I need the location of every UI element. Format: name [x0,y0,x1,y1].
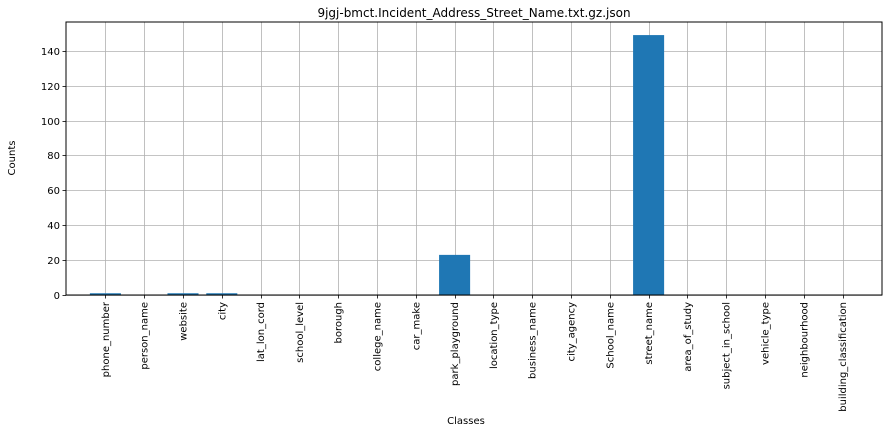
plot-frame [65,21,883,296]
y-tick-label: 100 [41,117,60,128]
x-axis-ticks: phone_number person_name website city lat_lo… [101,295,849,412]
y-axis-label: Counts [7,141,18,176]
x-tick-label: vehicle_type [761,302,772,365]
x-tick-label: location_type [489,302,500,369]
x-tick-label: area_of_study [683,302,694,372]
y-tick-label: 80 [47,151,60,162]
x-axis-label: Classes [447,416,485,427]
x-tick-label: lat_lon_cord [256,302,267,362]
x-tick-label: borough [334,302,345,344]
x-tick-label: School_name [605,302,616,369]
bar-city [206,293,238,295]
y-tick-label: 140 [41,47,60,58]
x-tick-label: city_agency [567,302,578,362]
y-axis-ticks: 0 20 40 60 80 100 120 140 [41,47,66,302]
x-tick-label: website [179,302,190,341]
y-tick-label: 0 [54,291,60,302]
chart-title: 9jgj-bmct.Incident_Address_Street_Name.t… [317,6,630,20]
plot-background [66,22,882,295]
x-tick-label: car_make [411,302,422,350]
bars [89,35,665,295]
x-tick-label: person_name [140,302,151,370]
y-tick-label: 20 [47,256,60,267]
x-tick-label: park_playground [450,302,461,386]
bar-website [167,293,199,295]
y-tick-label: 60 [47,186,60,197]
bar-phone_number [89,293,121,295]
x-tick-label: subject_in_school [722,302,733,389]
bar-street_name [633,35,665,295]
bar-park_playground [439,254,471,295]
y-tick-label: 40 [47,221,60,232]
x-tick-label: street_name [644,302,655,365]
x-tick-label: city [217,302,228,320]
x-tick-label: phone_number [101,301,112,377]
x-tick-label: building_classification [838,302,849,412]
x-tick-label: school_level [295,302,306,363]
x-tick-label: neighbourhood [799,302,810,378]
y-tick-label: 120 [41,82,60,93]
x-tick-label: college_name [373,302,384,371]
x-tick-label: business_name [528,302,539,379]
